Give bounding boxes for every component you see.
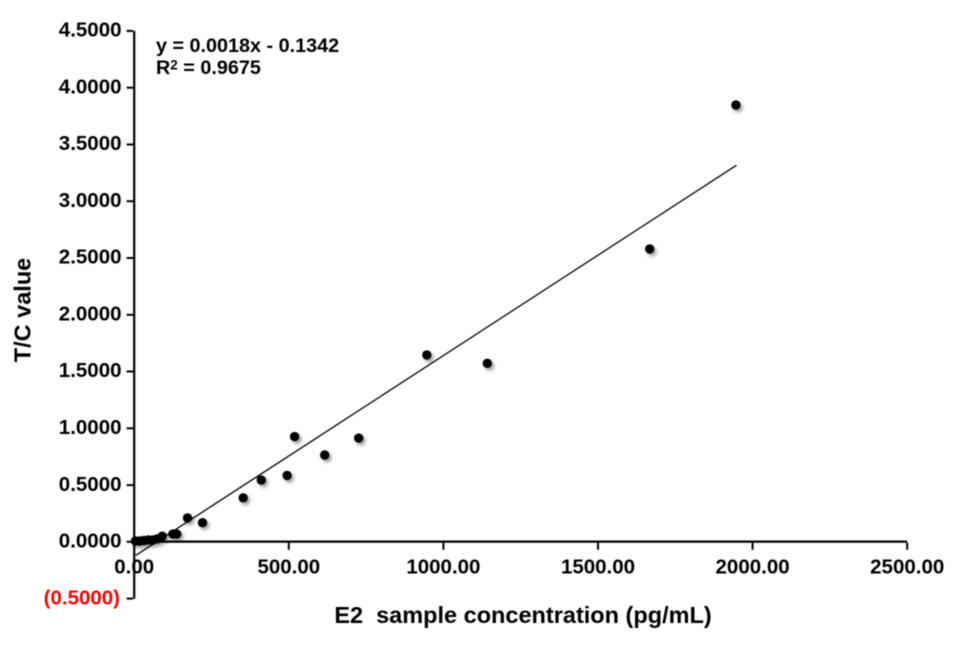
svg-text:R2 = 0.9675: R2 = 0.9675 [156,57,261,79]
svg-text:1.0000: 1.0000 [59,416,122,439]
svg-text:y = 0.0018x - 0.1342: y = 0.0018x - 0.1342 [156,35,339,57]
svg-text:4.0000: 4.0000 [59,75,122,98]
svg-text:500.00: 500.00 [257,555,320,578]
svg-text:2.5000: 2.5000 [59,246,122,269]
svg-text:(0.5000): (0.5000) [44,586,120,609]
svg-text:T/C value: T/C value [10,258,36,362]
svg-text:1500.00: 1500.00 [561,555,635,578]
svg-text:E2 sample concentration (pg/m: E2 sample concentration (pg/mL) [334,602,711,628]
svg-text:2500.00: 2500.00 [870,555,944,578]
svg-text:3.5000: 3.5000 [59,132,122,155]
svg-text:0.5000: 0.5000 [59,473,122,496]
svg-text:0.0000: 0.0000 [59,530,122,553]
svg-text:4.5000: 4.5000 [59,19,122,42]
svg-text:0.00: 0.00 [114,555,154,578]
svg-text:1.5000: 1.5000 [59,359,122,382]
svg-text:1000.00: 1000.00 [406,555,480,578]
svg-text:2000.00: 2000.00 [716,555,790,578]
svg-text:2.0000: 2.0000 [59,303,122,326]
svg-text:3.0000: 3.0000 [59,189,122,212]
